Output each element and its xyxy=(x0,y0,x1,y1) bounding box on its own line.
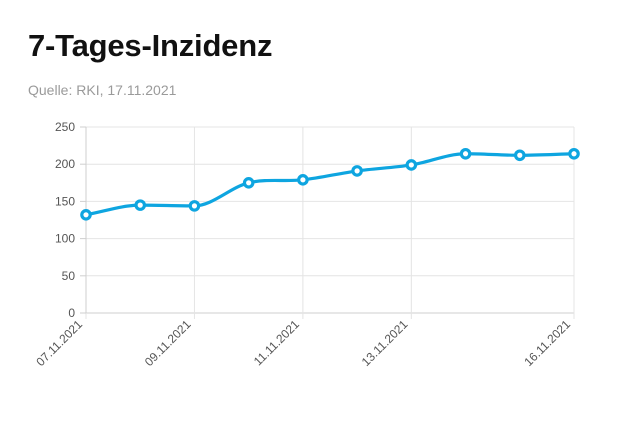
data-point xyxy=(351,165,363,177)
data-series xyxy=(80,147,580,221)
series-line xyxy=(84,152,576,217)
chart-title: 7-Tages-Inzidenz xyxy=(28,28,273,63)
data-point xyxy=(134,199,147,211)
x-axis-tick-labels: 07.11.2021 09.11.2021 11.11.2021 13.11.2021… xyxy=(33,317,573,369)
y-tick-label: 250 xyxy=(55,120,75,134)
y-tick-label: 200 xyxy=(55,157,75,171)
data-point xyxy=(188,200,201,212)
x-tick-label: 13.11.2021 xyxy=(359,317,411,369)
data-point xyxy=(459,147,472,160)
y-axis-tick-labels: 0 50 100 150 200 250 xyxy=(55,120,75,320)
x-tick-label: 11.11.2021 xyxy=(251,317,302,368)
data-point xyxy=(405,159,418,171)
data-point xyxy=(80,208,92,221)
y-tick-label: 0 xyxy=(68,306,75,320)
source-note: Quelle: RKI, 17.11.2021 xyxy=(28,82,177,98)
x-tick-label: 07.11.2021 xyxy=(33,317,85,369)
y-tick-label: 150 xyxy=(55,194,75,208)
y-tick-label: 100 xyxy=(55,232,75,246)
data-point xyxy=(568,147,580,160)
x-tick-label: 16.11.2021 xyxy=(521,317,573,369)
data-point xyxy=(242,177,255,189)
data-point xyxy=(513,149,526,162)
data-point xyxy=(297,174,309,186)
x-tick-label: 09.11.2021 xyxy=(142,317,194,369)
y-tick-label: 50 xyxy=(62,269,76,283)
